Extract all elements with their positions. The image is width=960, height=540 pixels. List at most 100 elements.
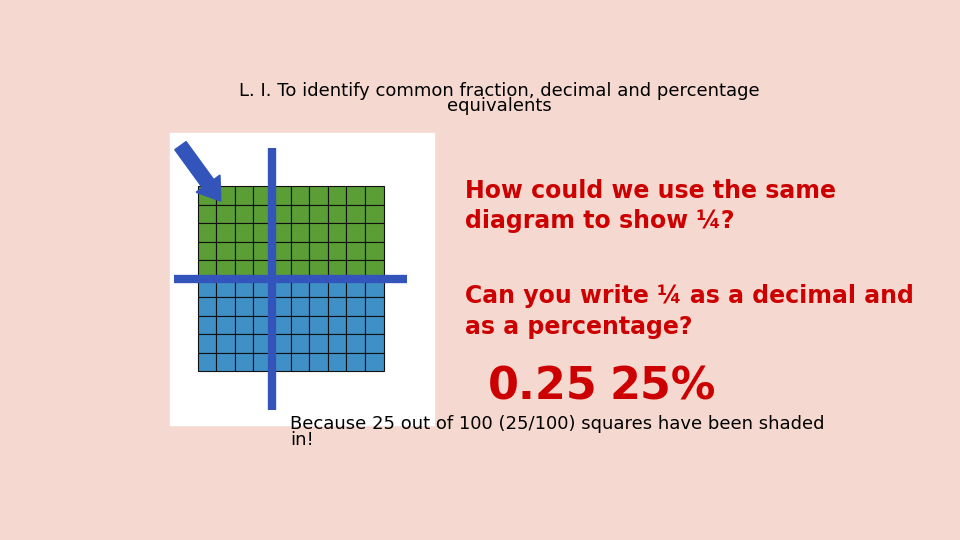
Bar	[309, 353, 327, 372]
Bar	[291, 279, 309, 298]
Bar	[347, 260, 365, 279]
Bar	[272, 334, 291, 353]
Bar	[198, 224, 216, 242]
Bar	[327, 334, 347, 353]
Bar	[234, 205, 253, 224]
Bar	[327, 298, 347, 316]
Bar	[198, 279, 216, 298]
Bar	[291, 298, 309, 316]
Text: in!: in!	[291, 430, 314, 449]
Bar	[272, 242, 291, 260]
Bar	[309, 279, 327, 298]
Bar	[272, 353, 291, 372]
Bar	[291, 224, 309, 242]
Bar	[327, 205, 347, 224]
Bar	[291, 260, 309, 279]
Bar	[272, 279, 291, 298]
Bar	[216, 353, 234, 372]
Bar	[309, 334, 327, 353]
Bar	[327, 316, 347, 334]
Bar	[272, 316, 291, 334]
Bar	[234, 316, 253, 334]
Bar	[347, 316, 365, 334]
Bar	[309, 298, 327, 316]
Bar	[291, 186, 309, 205]
Bar	[253, 298, 272, 316]
Bar	[272, 260, 291, 279]
Bar	[253, 242, 272, 260]
Bar	[365, 279, 383, 298]
Text: 25%: 25%	[610, 365, 716, 408]
Bar	[309, 316, 327, 334]
Bar	[272, 224, 291, 242]
Bar	[347, 242, 365, 260]
Bar	[365, 298, 383, 316]
Bar	[365, 260, 383, 279]
Bar	[198, 353, 216, 372]
Bar	[253, 186, 272, 205]
Bar	[198, 298, 216, 316]
Bar	[216, 316, 234, 334]
Bar	[234, 242, 253, 260]
Bar	[365, 224, 383, 242]
Bar	[347, 298, 365, 316]
Bar	[309, 205, 327, 224]
Bar	[365, 334, 383, 353]
Bar	[234, 279, 253, 298]
Text: L. I. To identify common fraction, decimal and percentage: L. I. To identify common fraction, decim…	[239, 82, 760, 100]
Text: How could we use the same
diagram to show ¼?: How could we use the same diagram to sho…	[465, 179, 836, 233]
Bar	[347, 353, 365, 372]
Bar	[234, 260, 253, 279]
Bar	[253, 334, 272, 353]
Bar	[291, 353, 309, 372]
Bar	[347, 224, 365, 242]
Bar	[272, 298, 291, 316]
Bar	[234, 298, 253, 316]
Bar	[253, 316, 272, 334]
Bar	[234, 353, 253, 372]
Bar	[291, 334, 309, 353]
Bar	[272, 186, 291, 205]
Bar	[365, 353, 383, 372]
Bar	[234, 186, 253, 205]
Bar	[291, 242, 309, 260]
Bar	[347, 205, 365, 224]
Bar	[198, 260, 216, 279]
Text: 0.25: 0.25	[488, 365, 597, 408]
Bar	[347, 279, 365, 298]
Bar	[309, 224, 327, 242]
Bar	[365, 316, 383, 334]
Bar	[198, 186, 216, 205]
Bar	[365, 242, 383, 260]
Bar	[309, 186, 327, 205]
Bar	[198, 205, 216, 224]
Bar	[327, 279, 347, 298]
Bar	[198, 334, 216, 353]
Bar	[234, 334, 253, 353]
Bar	[216, 186, 234, 205]
Bar	[170, 132, 434, 425]
Text: Because 25 out of 100 (25/100) squares have been shaded: Because 25 out of 100 (25/100) squares h…	[291, 415, 825, 433]
Bar	[309, 242, 327, 260]
Bar	[216, 224, 234, 242]
Text: equivalents: equivalents	[447, 97, 552, 115]
Bar	[234, 224, 253, 242]
Bar	[253, 260, 272, 279]
Bar	[327, 242, 347, 260]
Bar	[309, 260, 327, 279]
Bar	[291, 205, 309, 224]
Bar	[253, 205, 272, 224]
Bar	[272, 205, 291, 224]
Bar	[365, 205, 383, 224]
Bar	[291, 316, 309, 334]
Bar	[198, 242, 216, 260]
Bar	[327, 353, 347, 372]
Bar	[253, 279, 272, 298]
Bar	[216, 298, 234, 316]
Bar	[216, 260, 234, 279]
Bar	[253, 224, 272, 242]
Text: Can you write ¼ as a decimal and
as a percentage?: Can you write ¼ as a decimal and as a pe…	[465, 284, 914, 339]
Bar	[365, 186, 383, 205]
Bar	[347, 334, 365, 353]
Bar	[327, 260, 347, 279]
